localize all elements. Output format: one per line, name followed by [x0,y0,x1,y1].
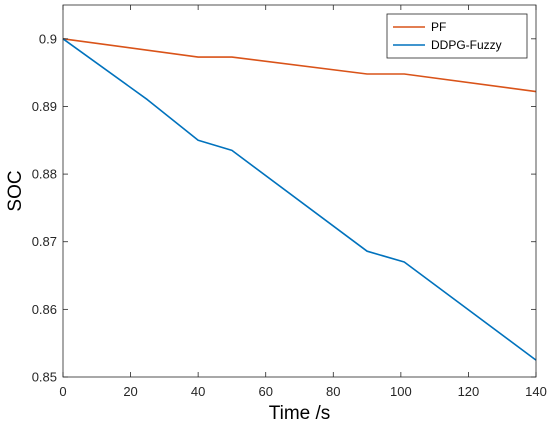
x-tick-label: 80 [326,384,340,399]
legend-label-ddpg-fuzzy: DDPG-Fuzzy [431,38,502,52]
series-line-pf [62,38,537,93]
y-tick-label: 0.89 [32,99,57,114]
ticks-layer: 0 20 40 60 80 100 120 140 0.85 0.86 0.87 0.88 0.89 0.… [32,5,547,399]
series-line-ddpg-fuzzy [62,38,537,361]
y-axis-title: SOC [5,170,26,211]
legend: PF DDPG-Fuzzy [386,13,528,59]
y-tick-label: 0.88 [32,167,57,182]
y-tick-label: 0.9 [39,31,57,46]
x-axis-title: Time /s [269,403,331,424]
x-tick-label: 20 [123,384,137,399]
x-tick-label: 40 [191,384,205,399]
y-tick-label: 0.87 [32,234,57,249]
x-tick-label: 100 [390,384,412,399]
y-tick-label: 0.86 [32,302,57,317]
series-layer [62,38,537,361]
x-tick-label: 120 [458,384,480,399]
y-tick-label: 0.85 [32,370,57,385]
legend-label-pf: PF [431,20,446,34]
x-tick-label: 60 [258,384,272,399]
x-tick-label: 140 [525,384,547,399]
legend-box [386,13,528,59]
axes-box [62,4,537,378]
axes-layer [62,4,537,378]
x-tick-label: 0 [59,384,66,399]
plot-area [63,5,536,377]
